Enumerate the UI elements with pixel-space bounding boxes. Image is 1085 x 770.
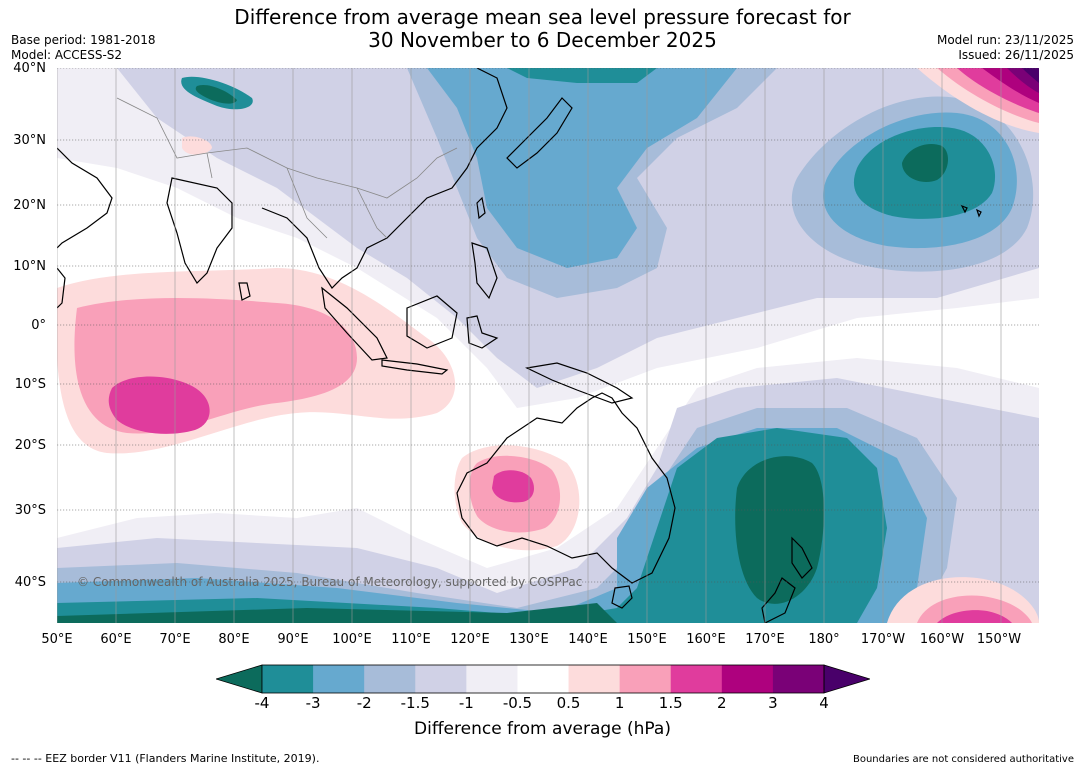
lon-label-120e: 120°E bbox=[450, 632, 490, 647]
lon-label-160w: 160°W bbox=[919, 632, 965, 647]
lat-label-10s: 10°S bbox=[14, 377, 46, 392]
new-guinea-coast bbox=[525, 362, 634, 404]
colorbar-segment bbox=[619, 665, 672, 693]
lat-label-10n: 10°N bbox=[13, 259, 46, 274]
colorbar-tick-label: 1.5 bbox=[658, 694, 683, 712]
lon-label-150w: 150°W bbox=[976, 632, 1022, 647]
australia-coast bbox=[456, 392, 676, 584]
lat-label-30s: 30°S bbox=[14, 503, 46, 518]
india-coast bbox=[166, 177, 233, 284]
africa-coast bbox=[57, 267, 66, 309]
sri-lanka-coast bbox=[238, 282, 251, 301]
lon-label-110e: 110°E bbox=[391, 632, 431, 647]
arabia-coast bbox=[57, 147, 113, 249]
lon-label-70e: 70°E bbox=[159, 632, 191, 647]
colorbar-extend-high bbox=[823, 664, 870, 694]
title-line2: 30 November to 6 December 2025 bbox=[368, 28, 717, 52]
lat-label-0: 0° bbox=[31, 318, 46, 333]
hawaii-islands bbox=[960, 204, 982, 218]
contour-neg3-north bbox=[507, 68, 657, 83]
lon-label-60e: 60°E bbox=[100, 632, 132, 647]
lon-label-130e: 130°E bbox=[509, 632, 549, 647]
colorbar bbox=[216, 664, 870, 694]
colorbar-outline bbox=[261, 664, 825, 694]
contour-neg4-south bbox=[735, 456, 824, 604]
lon-label-170e: 170°E bbox=[745, 632, 785, 647]
taiwan-coast bbox=[476, 196, 486, 220]
colorbar-tick-label: 2 bbox=[717, 694, 727, 712]
contour-pos05-india bbox=[182, 136, 212, 155]
colorbar-segment bbox=[721, 665, 774, 693]
colorbar-segment bbox=[517, 665, 570, 693]
colorbar-title: Difference from average (hPa) bbox=[414, 719, 671, 739]
base-period: Base period: 1981-2018 bbox=[11, 33, 156, 47]
colorbar-segment bbox=[670, 665, 723, 693]
tasmania-coast bbox=[611, 585, 633, 609]
colorbar-segment bbox=[466, 665, 518, 693]
contour-pos15-indian bbox=[108, 376, 210, 434]
boundaries-disclaimer: Boundaries are not considered authoritat… bbox=[852, 754, 1074, 765]
lon-label-140e: 140°E bbox=[568, 632, 608, 647]
contour-pos4-ne bbox=[1022, 68, 1039, 83]
new-zealand-south-coast bbox=[761, 577, 796, 623]
contour-neg2-north bbox=[427, 68, 737, 268]
contour-neg4-himalaya bbox=[195, 84, 237, 104]
lat-label-40n: 40°N bbox=[13, 61, 46, 76]
se-asia-coast bbox=[261, 68, 508, 289]
lat-label-20s: 20°S bbox=[14, 438, 46, 453]
philippines-coast bbox=[471, 242, 498, 300]
colorbar-extend-low bbox=[216, 664, 263, 694]
colorbar-segment bbox=[262, 665, 314, 693]
model-run: Model run: 23/11/2025 bbox=[936, 33, 1074, 47]
lon-label-90e: 90°E bbox=[277, 632, 309, 647]
eez-footnote: -- -- -- EEZ border V11 (Flanders Marine… bbox=[11, 752, 320, 765]
colorbar-segment bbox=[772, 665, 825, 693]
contour-pos15-australia bbox=[492, 470, 534, 503]
colorbar-tick-label: 1 bbox=[614, 694, 625, 712]
lon-label-50e: 50°E bbox=[41, 632, 73, 647]
colorbar-tick-label: -3 bbox=[305, 694, 321, 712]
colorbar-tick-label: 4 bbox=[819, 694, 829, 712]
copyright-notice: © Commonwealth of Australia 2025, Bureau… bbox=[77, 575, 582, 589]
issued-date: Issued: 26/11/2025 bbox=[958, 48, 1074, 62]
title-line1: Difference from average mean sea level p… bbox=[234, 5, 851, 29]
colorbar-segment bbox=[415, 665, 467, 693]
borneo-coast bbox=[406, 295, 458, 349]
colorbar-segment bbox=[568, 665, 621, 693]
lon-label-80e: 80°E bbox=[218, 632, 250, 647]
contour-neg3-south bbox=[57, 428, 887, 623]
colorbar-tick-label: -2 bbox=[356, 694, 372, 712]
contour-neg4-pacific bbox=[902, 143, 949, 183]
japan-coast bbox=[506, 97, 573, 169]
lon-label-180: 180° bbox=[808, 632, 840, 647]
colorbar-tick-label: -1 bbox=[458, 694, 474, 712]
lon-label-100e: 100°E bbox=[332, 632, 372, 647]
country-borders bbox=[116, 97, 458, 239]
lat-label-30n: 30°N bbox=[13, 133, 46, 148]
colorbar-tick-label: -1.5 bbox=[400, 694, 430, 712]
lat-label-40s: 40°S bbox=[14, 575, 46, 590]
colorbar-tick-label: -4 bbox=[254, 694, 270, 712]
contour-pos15-pacific bbox=[937, 610, 1012, 623]
java-coast bbox=[381, 359, 449, 375]
new-zealand-north-coast bbox=[791, 536, 813, 579]
colorbar-segment bbox=[313, 665, 365, 693]
lat-label-20n: 20°N bbox=[13, 198, 46, 213]
lon-label-160e: 160°E bbox=[686, 632, 726, 647]
contour-pos1-pacific bbox=[917, 595, 1032, 623]
model-name: Model: ACCESS-S2 bbox=[11, 48, 123, 62]
lon-label-170w: 170°W bbox=[860, 632, 906, 647]
colorbar-tick-label: 3 bbox=[768, 694, 778, 712]
contour-neg4-edge bbox=[57, 603, 617, 623]
lon-label-150e: 150°E bbox=[627, 632, 667, 647]
sulawesi-coast bbox=[466, 315, 499, 349]
meridians bbox=[57, 68, 1002, 623]
pressure-anomaly-map: © Commonwealth of Australia 2025, Bureau… bbox=[57, 68, 1039, 623]
colorbar-tick-label: -0.5 bbox=[502, 694, 533, 712]
colorbar-tick-label: 0.5 bbox=[556, 694, 581, 712]
colorbar-segment bbox=[364, 665, 416, 693]
